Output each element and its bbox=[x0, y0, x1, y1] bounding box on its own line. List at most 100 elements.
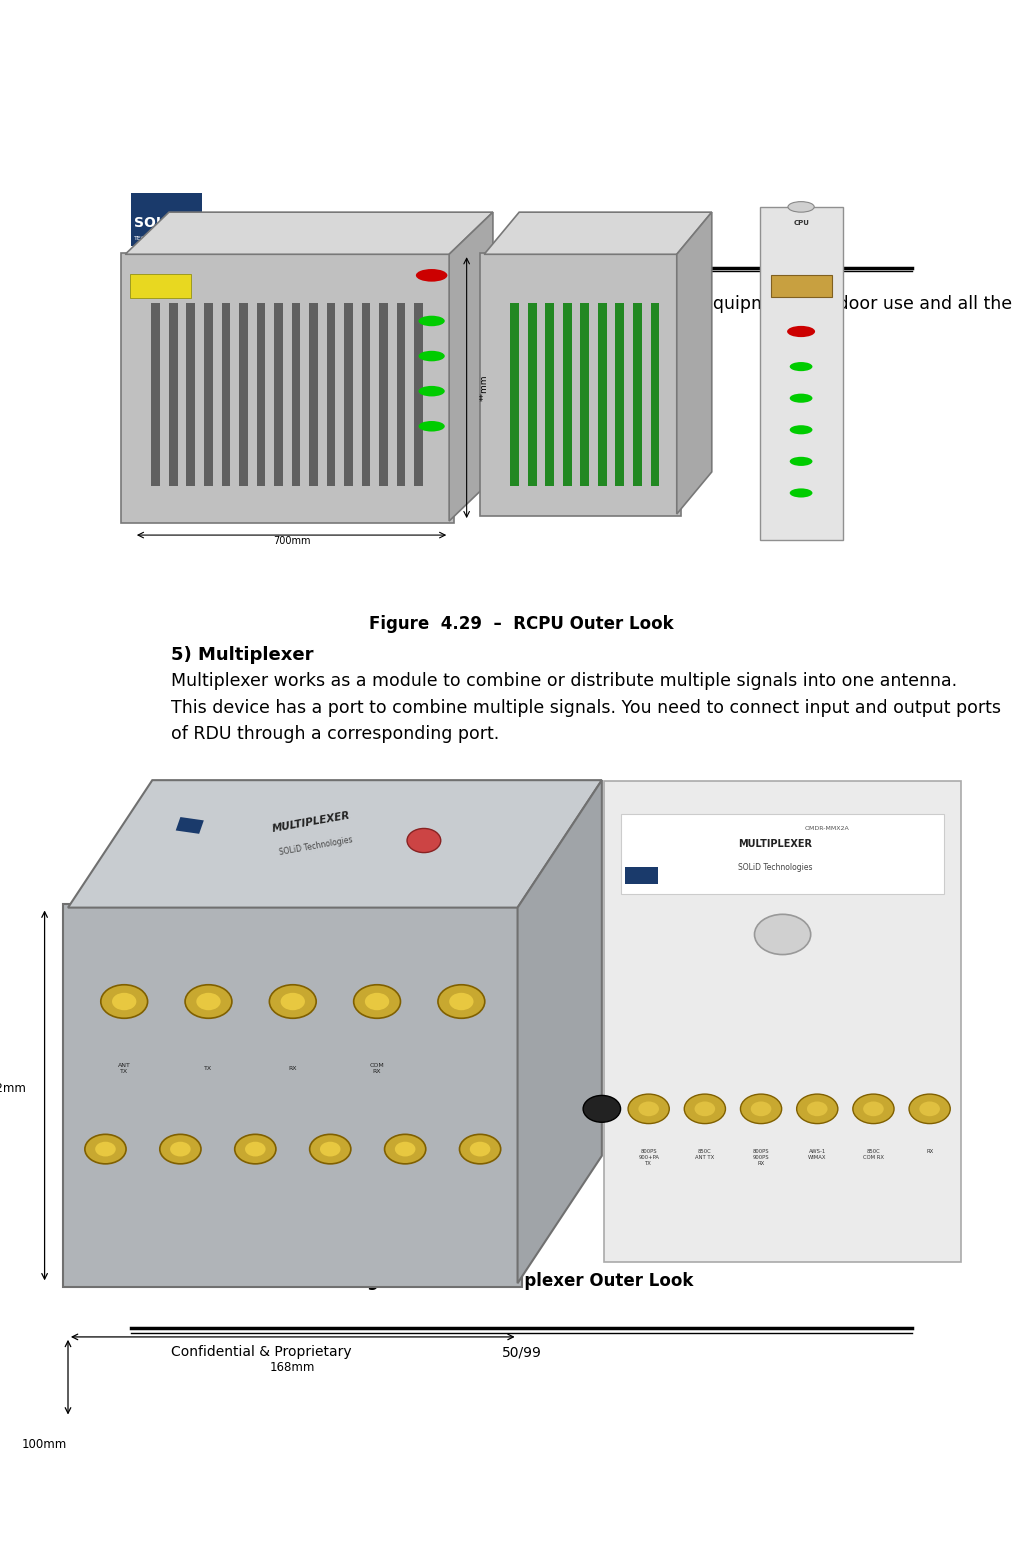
Bar bbox=[327, 303, 335, 487]
Text: SOLiD Technologies: SOLiD Technologies bbox=[738, 863, 812, 872]
Circle shape bbox=[235, 1134, 276, 1164]
Text: Figure  4.29  –  RCPU Outer Look: Figure 4.29 – RCPU Outer Look bbox=[370, 615, 674, 633]
Text: RX: RX bbox=[288, 1065, 297, 1072]
Bar bbox=[397, 303, 405, 487]
Circle shape bbox=[309, 1134, 351, 1164]
Circle shape bbox=[919, 1101, 940, 1117]
Circle shape bbox=[418, 421, 445, 432]
Circle shape bbox=[395, 1142, 415, 1156]
Circle shape bbox=[196, 992, 221, 1011]
Circle shape bbox=[245, 1142, 266, 1156]
Text: Confidential & Proprietary: Confidential & Proprietary bbox=[171, 1345, 351, 1359]
Circle shape bbox=[353, 984, 400, 1019]
Bar bbox=[344, 303, 353, 487]
Circle shape bbox=[684, 1094, 726, 1123]
Text: Multiplexer works as a module to combine or distribute multiple signals into one: Multiplexer works as a module to combine… bbox=[171, 672, 957, 691]
Circle shape bbox=[788, 201, 814, 212]
Circle shape bbox=[853, 1094, 894, 1123]
Bar bbox=[291, 303, 300, 487]
Circle shape bbox=[790, 457, 812, 466]
Circle shape bbox=[790, 362, 812, 371]
Bar bbox=[152, 303, 160, 487]
Circle shape bbox=[160, 1134, 201, 1164]
Circle shape bbox=[438, 984, 485, 1019]
Circle shape bbox=[694, 1101, 716, 1117]
Text: OMDR-MMX2A: OMDR-MMX2A bbox=[804, 825, 849, 831]
FancyBboxPatch shape bbox=[759, 207, 843, 540]
Text: SOLiD Technologies: SOLiD Technologies bbox=[279, 835, 353, 856]
Circle shape bbox=[797, 1094, 838, 1123]
Circle shape bbox=[270, 984, 317, 1019]
Text: RX: RX bbox=[926, 1150, 934, 1154]
Text: TX: TX bbox=[205, 1065, 213, 1072]
FancyBboxPatch shape bbox=[604, 782, 961, 1262]
Text: **mm: **mm bbox=[479, 374, 489, 401]
Text: ANT
TX: ANT TX bbox=[118, 1064, 130, 1073]
Text: SOLiD: SOLiD bbox=[133, 217, 180, 231]
Polygon shape bbox=[68, 780, 602, 908]
Text: 5) Multiplexer: 5) Multiplexer bbox=[171, 646, 314, 665]
Circle shape bbox=[790, 393, 812, 402]
Bar bbox=[379, 303, 388, 487]
Circle shape bbox=[909, 1094, 950, 1123]
Circle shape bbox=[101, 984, 148, 1019]
Polygon shape bbox=[517, 780, 602, 1284]
Circle shape bbox=[790, 426, 812, 434]
Circle shape bbox=[638, 1101, 659, 1117]
Bar bbox=[204, 303, 213, 487]
Bar bbox=[651, 303, 660, 487]
FancyBboxPatch shape bbox=[121, 253, 453, 523]
Text: COM
RX: COM RX bbox=[370, 1064, 385, 1073]
Circle shape bbox=[84, 1134, 126, 1164]
Text: 700mm: 700mm bbox=[273, 535, 310, 546]
Circle shape bbox=[320, 1142, 341, 1156]
Bar bbox=[580, 303, 589, 487]
Bar bbox=[563, 303, 572, 487]
Circle shape bbox=[407, 828, 441, 853]
FancyBboxPatch shape bbox=[772, 275, 832, 296]
Circle shape bbox=[364, 992, 389, 1011]
Bar bbox=[598, 303, 607, 487]
Circle shape bbox=[185, 984, 232, 1019]
FancyBboxPatch shape bbox=[129, 273, 191, 298]
Text: AWS-1
WIMAX: AWS-1 WIMAX bbox=[808, 1150, 827, 1161]
Text: TECHNOLOGIES: TECHNOLOGIES bbox=[133, 237, 183, 242]
Circle shape bbox=[449, 992, 473, 1011]
Polygon shape bbox=[677, 212, 712, 515]
Bar bbox=[414, 303, 422, 487]
Circle shape bbox=[170, 1142, 190, 1156]
Circle shape bbox=[787, 326, 815, 337]
Bar bbox=[546, 303, 554, 487]
Bar bbox=[616, 303, 624, 487]
Bar bbox=[510, 303, 519, 487]
Polygon shape bbox=[125, 212, 493, 254]
Text: 850C
COM RX: 850C COM RX bbox=[863, 1150, 884, 1161]
Text: check and control device status through PC and laptop. This equipment is indoor : check and control device status through … bbox=[171, 295, 1012, 314]
Circle shape bbox=[281, 992, 305, 1011]
Circle shape bbox=[863, 1101, 884, 1117]
Circle shape bbox=[385, 1134, 426, 1164]
Text: MULTIPLEXER: MULTIPLEXER bbox=[738, 839, 812, 849]
Bar bbox=[621, 814, 944, 894]
Text: 850C
ANT TX: 850C ANT TX bbox=[695, 1150, 715, 1161]
Text: Figure 4.30 – Multiplexer Outer Look: Figure 4.30 – Multiplexer Outer Look bbox=[350, 1271, 693, 1290]
Polygon shape bbox=[485, 212, 712, 254]
FancyBboxPatch shape bbox=[131, 193, 203, 246]
Circle shape bbox=[418, 385, 445, 396]
Circle shape bbox=[740, 1094, 782, 1123]
Circle shape bbox=[750, 1101, 772, 1117]
Circle shape bbox=[418, 351, 445, 362]
Circle shape bbox=[790, 488, 812, 498]
Circle shape bbox=[459, 1134, 501, 1164]
Text: MULTIPLEXER: MULTIPLEXER bbox=[272, 810, 351, 833]
FancyBboxPatch shape bbox=[479, 253, 681, 516]
Bar bbox=[222, 303, 230, 487]
Text: 168mm: 168mm bbox=[270, 1360, 316, 1374]
Circle shape bbox=[418, 315, 445, 326]
Text: 800PS
900+PA
TX: 800PS 900+PA TX bbox=[638, 1150, 660, 1165]
Bar bbox=[528, 303, 536, 487]
Circle shape bbox=[112, 992, 136, 1011]
Polygon shape bbox=[449, 212, 493, 521]
Text: of RDU through a corresponding port.: of RDU through a corresponding port. bbox=[171, 725, 499, 743]
Text: 32mm: 32mm bbox=[0, 1083, 25, 1095]
